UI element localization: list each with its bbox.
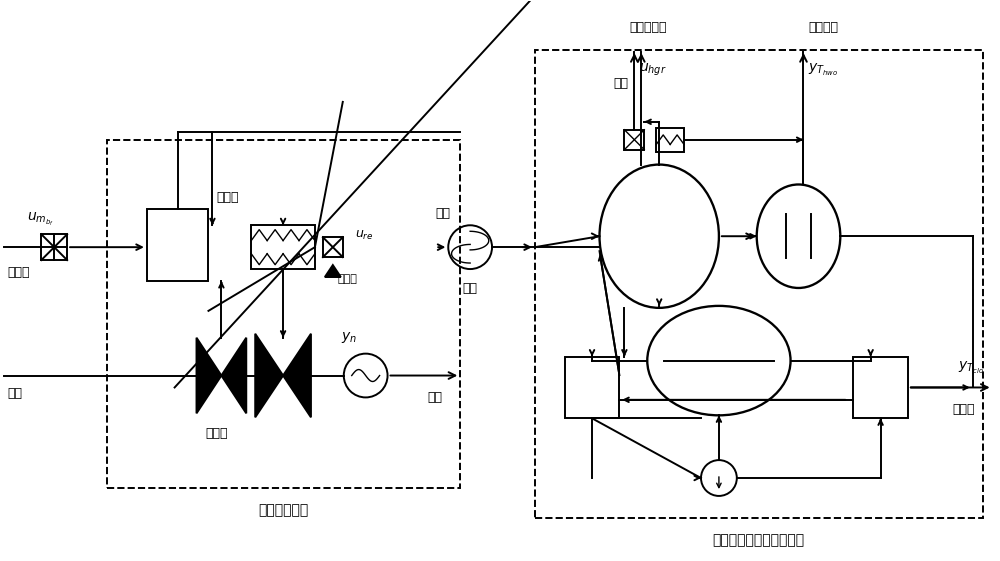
Text: 风机: 风机	[463, 282, 478, 296]
Text: 冷媒水: 冷媒水	[953, 403, 975, 416]
Text: 双效溨化锂吸收式制冷机: 双效溨化锂吸收式制冷机	[713, 533, 805, 547]
Text: $y_n$: $y_n$	[341, 330, 357, 345]
Text: 空气: 空气	[7, 387, 22, 400]
Bar	[41, 234, 67, 260]
Bar	[251, 226, 315, 269]
Bar	[535, 50, 983, 518]
Bar	[323, 237, 343, 257]
Text: 废气: 废气	[613, 77, 628, 90]
Text: 燃料阀: 燃料阀	[7, 265, 30, 279]
Text: $y_{T_{clo}}$: $y_{T_{clo}}$	[958, 360, 984, 376]
Text: 生活热水: 生活热水	[808, 21, 838, 34]
Polygon shape	[197, 338, 221, 413]
Text: 供电: 供电	[428, 391, 443, 404]
Polygon shape	[255, 334, 283, 417]
Text: 微型燃气轮机: 微型燃气轮机	[258, 503, 309, 517]
Text: $u_{hgr}$: $u_{hgr}$	[639, 62, 667, 78]
Text: 燃烧器: 燃烧器	[216, 191, 239, 204]
Bar	[147, 209, 208, 281]
Text: 回热阀: 回热阀	[338, 274, 358, 284]
Bar	[656, 128, 684, 151]
Text: 烟气: 烟气	[435, 207, 450, 220]
Text: $y_{T_{hwo}}$: $y_{T_{hwo}}$	[808, 62, 839, 78]
Bar	[107, 140, 460, 488]
Text: $u_{re}$: $u_{re}$	[355, 229, 373, 242]
Bar	[853, 357, 908, 419]
Polygon shape	[221, 338, 246, 413]
Polygon shape	[325, 265, 341, 277]
Bar	[624, 130, 644, 150]
Text: 高压冷剂阀: 高压冷剂阀	[629, 21, 667, 34]
Bar	[565, 357, 619, 419]
Polygon shape	[283, 334, 311, 417]
Text: 压缩机: 压缩机	[205, 427, 228, 440]
Text: $u_{m_{b_f}}$: $u_{m_{b_f}}$	[27, 211, 54, 228]
